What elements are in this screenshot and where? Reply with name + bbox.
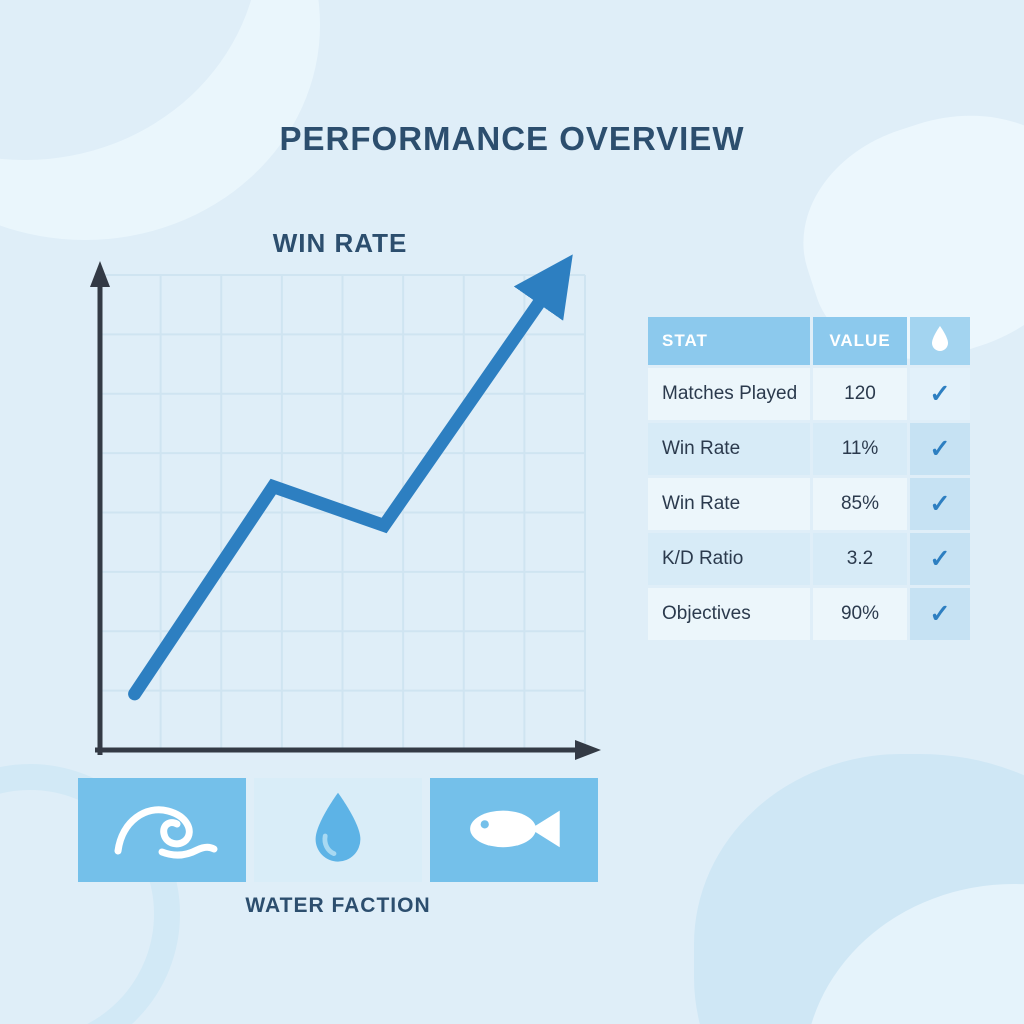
faction-tile-drop [254, 778, 422, 882]
check-icon: ✓ [910, 478, 970, 530]
check-icon: ✓ [910, 588, 970, 640]
table-row-stat: Win Rate [648, 423, 810, 475]
table-row-stat: K/D Ratio [648, 533, 810, 585]
trend-line [128, 254, 573, 701]
table-row-stat: Matches Played [648, 368, 810, 420]
table-header-icon-cell [910, 317, 970, 365]
faction-tile-wave [78, 778, 246, 882]
faction-tiles [78, 778, 598, 882]
faction-tile-fish [430, 778, 598, 882]
page-title: PERFORMANCE OVERVIEW [279, 120, 745, 157]
table-row-value: 85% [813, 478, 907, 530]
water-drop-icon [928, 324, 952, 359]
table-row-value: 120 [813, 368, 907, 420]
stats-table: STAT VALUE Matches Played 120 ✓ Win Rate… [648, 317, 970, 640]
water-drop-icon [306, 786, 370, 875]
table-header-stat: STAT [648, 317, 810, 365]
table-row-value: 3.2 [813, 533, 907, 585]
x-axis-arrow-icon [575, 740, 601, 760]
win-rate-line-chart [90, 254, 601, 760]
check-icon: ✓ [910, 533, 970, 585]
y-axis-arrow-icon [90, 261, 110, 287]
fish-icon [450, 795, 578, 866]
table-header-value: VALUE [813, 317, 907, 365]
faction-label: WATER FACTION [245, 894, 431, 917]
check-icon: ✓ [910, 368, 970, 420]
table-row-stat: Win Rate [648, 478, 810, 530]
wave-icon [102, 789, 222, 872]
table-row-stat: Objectives [648, 588, 810, 640]
check-icon: ✓ [910, 423, 970, 475]
chart-title: WIN RATE [272, 228, 408, 258]
table-row-value: 90% [813, 588, 907, 640]
table-row-value: 11% [813, 423, 907, 475]
